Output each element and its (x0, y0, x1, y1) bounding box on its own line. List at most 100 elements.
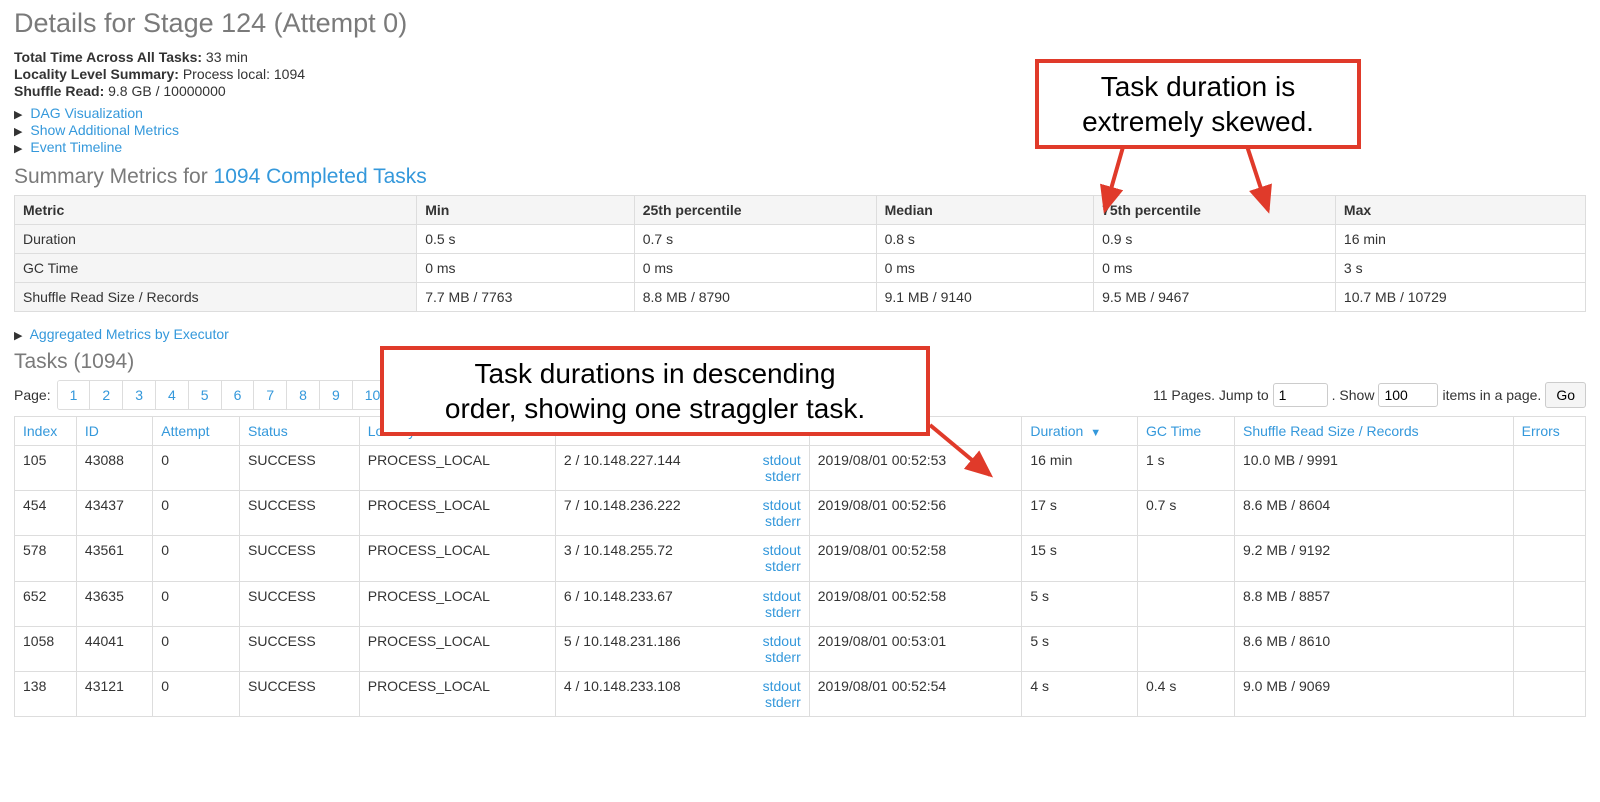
task-cell: 105 (15, 446, 77, 491)
metric-name-cell: Shuffle Read Size / Records (15, 283, 417, 312)
task-cell: PROCESS_LOCAL (359, 581, 555, 626)
task-cell: SUCCESS (240, 491, 360, 536)
page-title: Details for Stage 124 (Attempt 0) (14, 8, 1586, 39)
task-cell: PROCESS_LOCAL (359, 446, 555, 491)
task-cell (1513, 626, 1585, 671)
items-per-page-input[interactable] (1378, 383, 1438, 407)
task-cell: 7 / 10.148.236.222 stdoutstderr (555, 491, 809, 536)
table-row: 454434370SUCCESSPROCESS_LOCAL7 / 10.148.… (15, 491, 1586, 536)
task-cell: 15 s (1022, 536, 1138, 581)
stdout-link[interactable]: stdout (763, 678, 801, 694)
stderr-link[interactable]: stderr (763, 558, 801, 574)
tasks-col-header[interactable]: Errors (1513, 417, 1585, 446)
metric-value-cell: 10.7 MB / 10729 (1335, 283, 1585, 312)
page-number[interactable]: 7 (254, 381, 287, 409)
task-cell: 0.4 s (1137, 671, 1234, 716)
tasks-col-header[interactable]: Duration ▼ (1022, 417, 1138, 446)
locality-label: Locality Level Summary: (14, 66, 179, 82)
task-cell: 8.6 MB / 8604 (1234, 491, 1513, 536)
aggregated-metrics-link[interactable]: Aggregated Metrics by Executor (30, 326, 229, 342)
task-cell: 652 (15, 581, 77, 626)
page-number[interactable]: 2 (90, 381, 123, 409)
jump-to-page-input[interactable] (1273, 383, 1328, 407)
page-number[interactable]: 1 (58, 381, 91, 409)
task-cell: SUCCESS (240, 671, 360, 716)
stderr-link[interactable]: stderr (763, 468, 801, 484)
page-number[interactable]: 3 (123, 381, 156, 409)
summary-col-header: Median (876, 196, 1094, 225)
tasks-table: IndexIDAttemptStatusLocality LevelExecut… (14, 416, 1586, 717)
tasks-col-header[interactable]: ID (76, 417, 152, 446)
task-cell (1137, 581, 1234, 626)
task-cell: 2019/08/01 00:52:53 (809, 446, 1022, 491)
page-number[interactable]: 4 (156, 381, 189, 409)
page-number[interactable]: 6 (222, 381, 255, 409)
sort-desc-icon: ▼ (1090, 427, 1101, 439)
table-row: 652436350SUCCESSPROCESS_LOCAL6 / 10.148.… (15, 581, 1586, 626)
task-cell (1513, 536, 1585, 581)
metric-name-cell: GC Time (15, 254, 417, 283)
executor-host: 7 / 10.148.236.222 (564, 497, 681, 513)
task-cell: 10.0 MB / 9991 (1234, 446, 1513, 491)
executor-host: 5 / 10.148.231.186 (564, 633, 681, 649)
task-cell (1513, 446, 1585, 491)
task-cell: 5 / 10.148.231.186 stdoutstderr (555, 626, 809, 671)
tasks-col-header[interactable]: Status (240, 417, 360, 446)
stdout-link[interactable]: stdout (763, 452, 801, 468)
page-number[interactable]: 8 (287, 381, 320, 409)
stdout-link[interactable]: stdout (763, 588, 801, 604)
event-timeline-link[interactable]: Event Timeline (30, 139, 122, 155)
tasks-col-header[interactable]: Index (15, 417, 77, 446)
task-cell: SUCCESS (240, 446, 360, 491)
task-cell: 17 s (1022, 491, 1138, 536)
task-cell: 9.0 MB / 9069 (1234, 671, 1513, 716)
summary-col-header: Min (417, 196, 635, 225)
task-cell: 0 (153, 491, 240, 536)
metric-name-cell: Duration (15, 225, 417, 254)
summary-metrics-table: MetricMin25th percentileMedian75th perce… (14, 195, 1586, 312)
metric-value-cell: 8.8 MB / 8790 (634, 283, 876, 312)
task-cell: 0 (153, 626, 240, 671)
task-cell: 43561 (76, 536, 152, 581)
stderr-link[interactable]: stderr (763, 694, 801, 710)
dag-visualization-link[interactable]: DAG Visualization (30, 105, 143, 121)
task-cell: 2019/08/01 00:53:01 (809, 626, 1022, 671)
page-number[interactable]: 5 (189, 381, 222, 409)
task-cell: 2019/08/01 00:52:54 (809, 671, 1022, 716)
executor-host: 6 / 10.148.233.67 (564, 588, 673, 604)
locality-value: Process local: 1094 (183, 66, 305, 82)
pagination: 12345678910 (57, 380, 394, 410)
metric-value-cell: 9.1 MB / 9140 (876, 283, 1094, 312)
annotation-skew: Task duration isextremely skewed. (1035, 59, 1361, 149)
task-cell: PROCESS_LOCAL (359, 536, 555, 581)
task-cell: 4 / 10.148.233.108stdoutstderr (555, 671, 809, 716)
stderr-link[interactable]: stderr (763, 604, 801, 620)
stdout-link[interactable]: stdout (763, 497, 801, 513)
go-button[interactable]: Go (1545, 382, 1586, 408)
stderr-link[interactable]: stderr (763, 649, 801, 665)
task-cell: SUCCESS (240, 536, 360, 581)
summary-col-header: 75th percentile (1094, 196, 1336, 225)
summary-row: Shuffle Read Size / Records7.7 MB / 7763… (15, 283, 1586, 312)
task-cell: PROCESS_LOCAL (359, 491, 555, 536)
tasks-col-header[interactable]: Attempt (153, 417, 240, 446)
stderr-link[interactable]: stderr (763, 513, 801, 529)
summary-row: Duration0.5 s0.7 s0.8 s0.9 s16 min (15, 225, 1586, 254)
tasks-col-header[interactable]: GC Time (1137, 417, 1234, 446)
task-cell: 8.8 MB / 8857 (1234, 581, 1513, 626)
stdout-link[interactable]: stdout (763, 633, 801, 649)
show-additional-metrics-link[interactable]: Show Additional Metrics (30, 122, 179, 138)
metric-value-cell: 0 ms (634, 254, 876, 283)
completed-tasks-link[interactable]: 1094 Completed Tasks (214, 165, 427, 188)
table-row: 105430880SUCCESSPROCESS_LOCAL2 / 10.148.… (15, 446, 1586, 491)
total-time-label: Total Time Across All Tasks: (14, 49, 202, 65)
page-number[interactable]: 9 (320, 381, 353, 409)
metric-value-cell: 0 ms (1094, 254, 1336, 283)
task-cell: 0 (153, 671, 240, 716)
tasks-col-header[interactable]: Shuffle Read Size / Records (1234, 417, 1513, 446)
task-cell: 3 / 10.148.255.72stdoutstderr (555, 536, 809, 581)
metric-value-cell: 0.9 s (1094, 225, 1336, 254)
stdout-link[interactable]: stdout (763, 542, 801, 558)
task-cell: 454 (15, 491, 77, 536)
task-cell: 0.7 s (1137, 491, 1234, 536)
